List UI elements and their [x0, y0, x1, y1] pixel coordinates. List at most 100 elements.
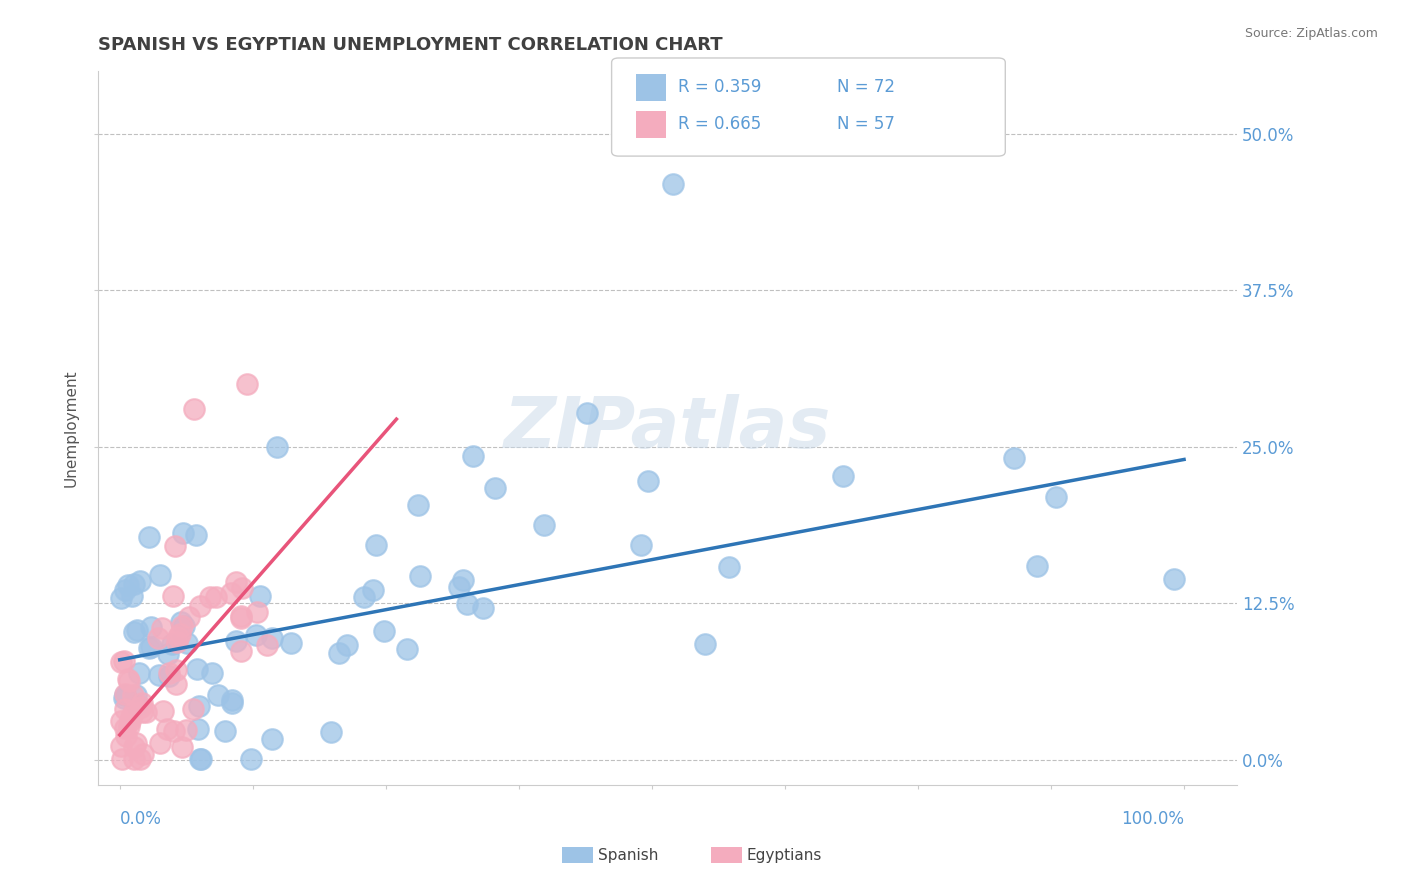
Point: [173, 619, 195, 633]
Point: [336, 638, 359, 652]
Point: [152, 705, 174, 719]
Point: [266, 440, 288, 454]
Point: [172, 619, 194, 633]
Point: [169, 627, 191, 641]
Point: [156, 647, 179, 661]
Point: [157, 668, 180, 682]
Point: [186, 662, 208, 676]
Point: [112, 654, 135, 668]
Text: N = 57: N = 57: [837, 115, 894, 133]
Point: [364, 538, 387, 552]
Text: ZIPatlas: ZIPatlas: [505, 393, 831, 463]
Point: [111, 752, 134, 766]
Point: [249, 590, 271, 604]
Point: [190, 752, 212, 766]
Text: R = 0.665: R = 0.665: [678, 115, 761, 133]
Point: [406, 498, 429, 512]
Point: [239, 752, 262, 766]
Point: [117, 672, 139, 686]
Point: [149, 737, 172, 751]
Point: [1002, 450, 1025, 465]
Point: [114, 702, 136, 716]
Point: [461, 449, 484, 463]
Point: [163, 724, 186, 739]
Point: [122, 752, 145, 766]
Point: [198, 591, 221, 605]
Text: SPANISH VS EGYPTIAN UNEMPLOYMENT CORRELATION CHART: SPANISH VS EGYPTIAN UNEMPLOYMENT CORRELA…: [98, 36, 723, 54]
Point: [231, 643, 253, 657]
Text: Egyptians: Egyptians: [747, 848, 823, 863]
Point: [112, 690, 135, 705]
Point: [148, 668, 170, 682]
Point: [172, 526, 194, 541]
Point: [662, 177, 685, 191]
Point: [204, 591, 226, 605]
Point: [121, 589, 143, 603]
Point: [131, 696, 153, 710]
Point: [163, 539, 186, 553]
Point: [129, 699, 152, 714]
Point: [138, 640, 160, 655]
Point: [231, 581, 253, 595]
Point: [246, 605, 269, 619]
Point: [177, 610, 200, 624]
Point: [373, 624, 395, 638]
Point: [236, 377, 259, 392]
Point: [118, 719, 141, 733]
Point: [717, 559, 740, 574]
Point: [187, 722, 209, 736]
Point: [260, 632, 283, 646]
Point: [256, 638, 278, 652]
Point: [149, 568, 172, 582]
Point: [110, 655, 132, 669]
Point: [166, 635, 188, 649]
Text: N = 72: N = 72: [837, 78, 894, 95]
Point: [114, 688, 136, 702]
Point: [214, 724, 236, 739]
Point: [138, 530, 160, 544]
Point: [188, 699, 211, 714]
Point: [262, 732, 284, 747]
Point: [221, 696, 243, 710]
Point: [160, 637, 183, 651]
Point: [110, 714, 132, 728]
Point: [118, 673, 141, 688]
Point: [128, 665, 150, 680]
Point: [1163, 572, 1185, 586]
Point: [124, 739, 146, 754]
Point: [114, 722, 136, 736]
Point: [229, 609, 252, 624]
Point: [183, 402, 205, 417]
Point: [118, 714, 141, 728]
Point: [637, 474, 659, 488]
Point: [229, 611, 252, 625]
Point: [124, 736, 146, 750]
Point: [484, 481, 506, 495]
Point: [225, 574, 247, 589]
Point: [131, 747, 153, 761]
Point: [122, 577, 145, 591]
Point: [122, 625, 145, 640]
Point: [576, 406, 599, 420]
Point: [207, 688, 229, 702]
Point: [170, 615, 193, 629]
Point: [353, 591, 375, 605]
Text: Source: ZipAtlas.com: Source: ZipAtlas.com: [1244, 27, 1378, 40]
Point: [188, 752, 211, 766]
Text: 100.0%: 100.0%: [1121, 810, 1184, 828]
Point: [114, 582, 136, 597]
Point: [447, 580, 470, 594]
Point: [110, 739, 132, 753]
Point: [139, 620, 162, 634]
Point: [361, 583, 384, 598]
Point: [172, 739, 194, 754]
Point: [188, 599, 211, 613]
Point: [146, 632, 169, 646]
Point: [165, 664, 187, 678]
Point: [135, 705, 157, 719]
Point: [221, 585, 243, 599]
Point: [201, 665, 224, 680]
Point: [122, 688, 145, 702]
Point: [328, 646, 350, 660]
Point: [139, 640, 162, 654]
